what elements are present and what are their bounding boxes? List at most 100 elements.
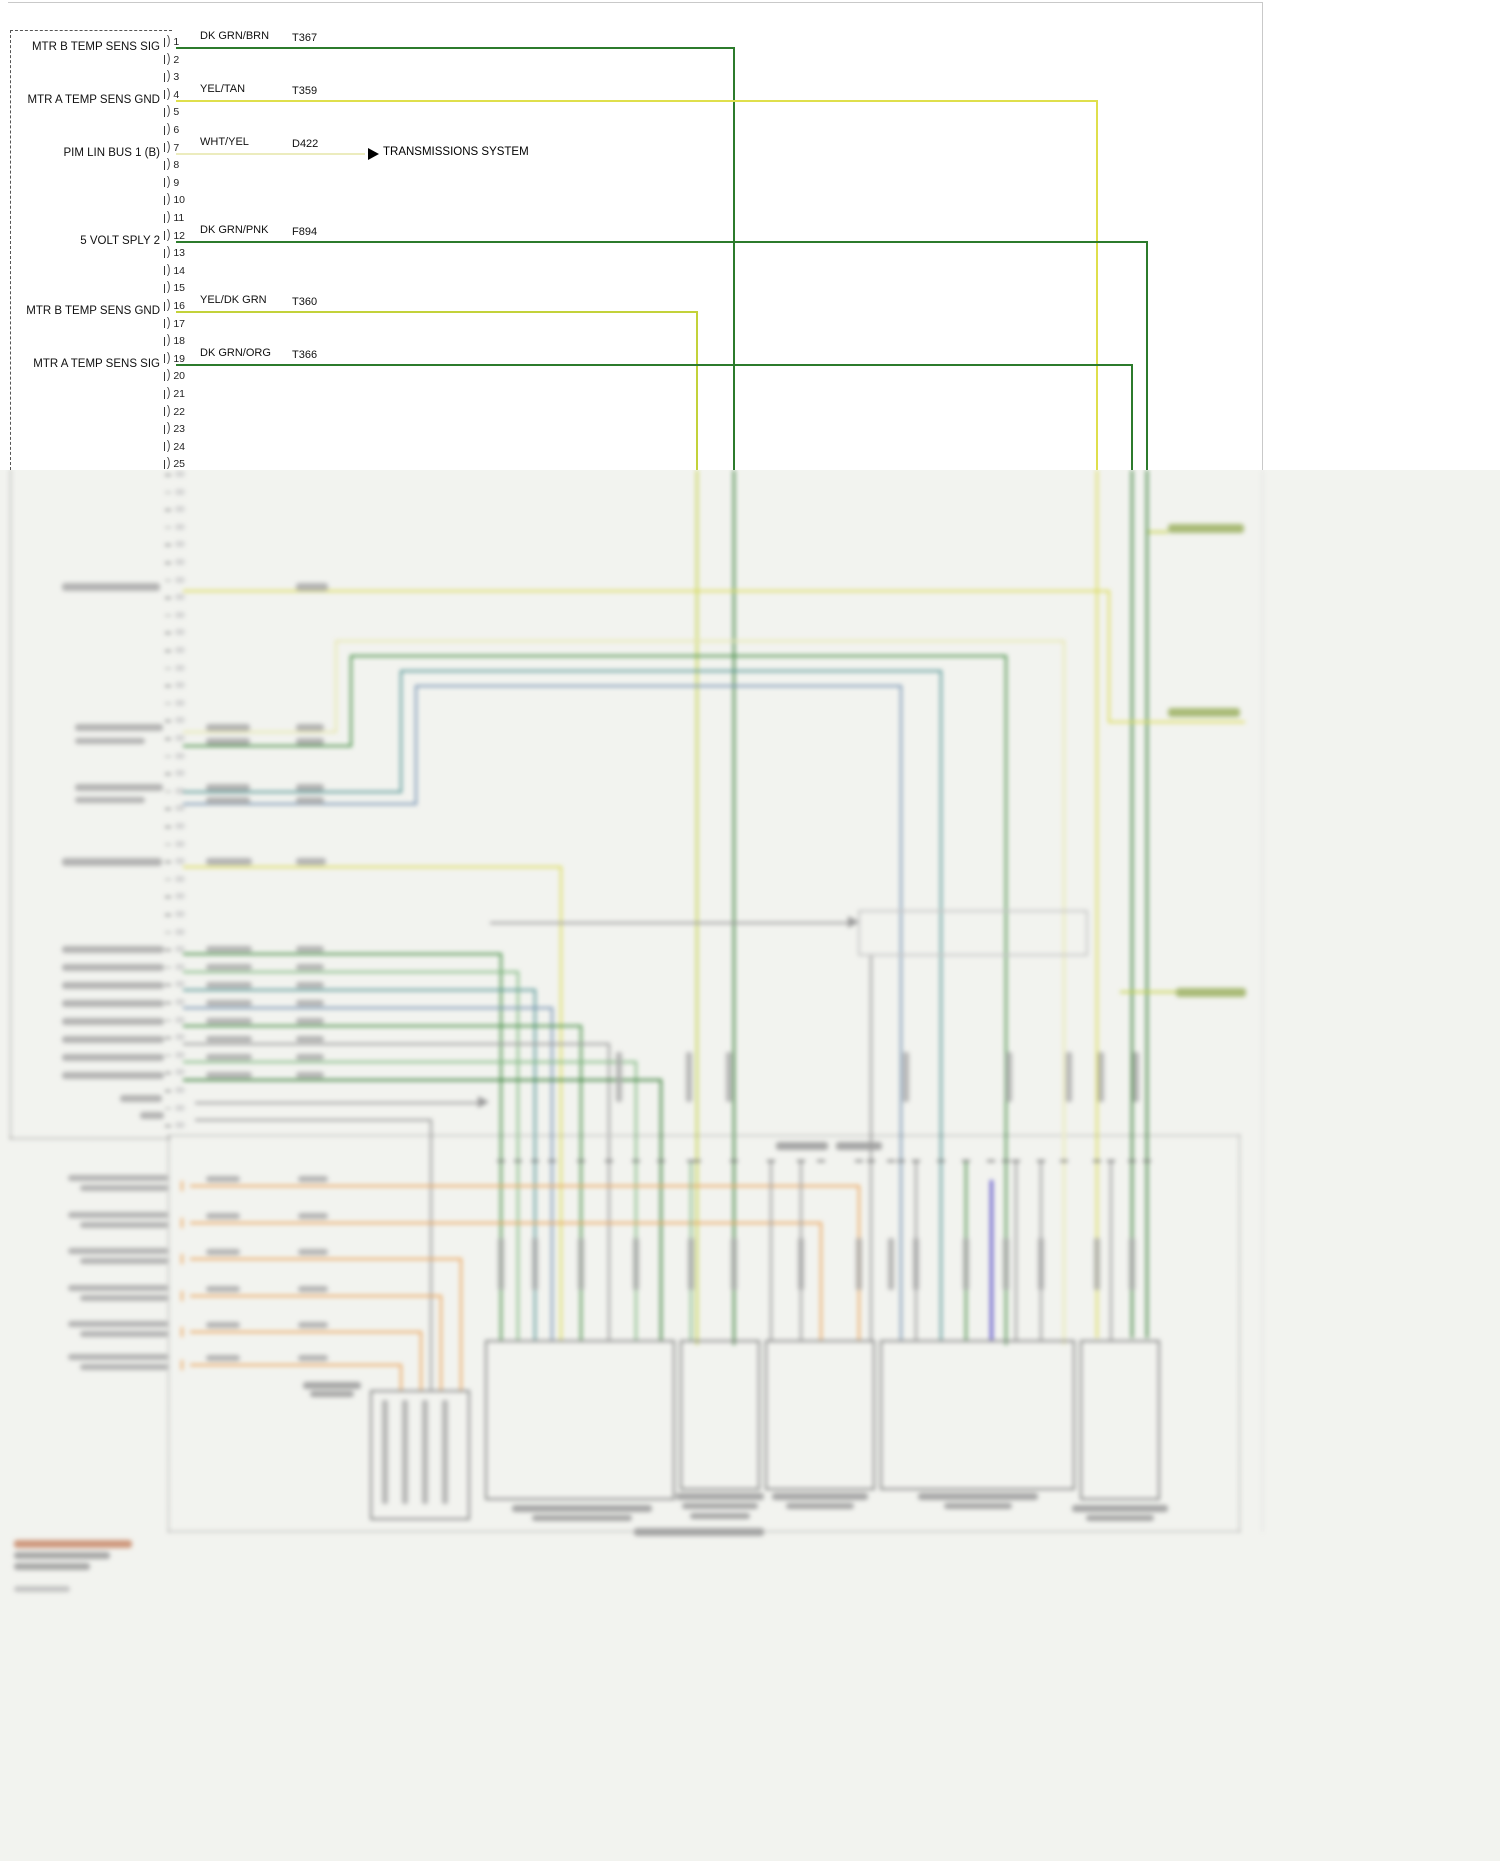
diagram-right-border: [1262, 2, 1263, 470]
arrow-icon: [848, 916, 859, 928]
blurred-diagram-content: [0, 470, 1500, 1861]
blurred-text: [206, 1249, 240, 1255]
blurred-vertical-text: [963, 1238, 969, 1290]
blurred-text: [206, 1176, 240, 1182]
blurred-text: [75, 784, 163, 791]
wire-segment: [190, 1185, 858, 1187]
wire-segment: [937, 1160, 945, 1162]
wire-segment: [183, 1079, 660, 1081]
wire-segment: [1120, 991, 1176, 993]
wire-segment: [767, 1160, 775, 1162]
blurred-text: [296, 1072, 324, 1078]
pin-function-label: MTR A TEMP SENS SIG: [33, 358, 160, 370]
connector-pin: ) 8: [164, 157, 180, 172]
pin-number: 2: [173, 53, 180, 66]
pin-tick-icon: [164, 90, 165, 100]
pin-socket-icon: ): [167, 69, 171, 84]
blurred-text: [206, 858, 252, 865]
pin-socket-icon: ): [167, 316, 171, 330]
wire-segment: [165, 843, 171, 846]
wire-segment: [1015, 1162, 1017, 1340]
pin-number: 14: [173, 264, 186, 277]
pin-socket-icon: ): [167, 34, 171, 49]
blurred-text: [175, 594, 185, 601]
connector-pin: ) 7: [164, 140, 180, 154]
pin-number: 15: [173, 282, 186, 295]
pin-tick-icon: [164, 195, 165, 205]
wire-segment: [657, 1160, 665, 1162]
blurred-vertical-text: [1129, 1238, 1135, 1290]
blurred-text: [80, 1364, 168, 1370]
component-box: [880, 1340, 1075, 1490]
blurred-text: [14, 1540, 132, 1548]
wire-line: [176, 364, 1131, 366]
wire-segment: [855, 1160, 863, 1162]
wire-line: [176, 153, 365, 155]
wire-segment: [165, 738, 171, 740]
wire-line: [1131, 364, 1133, 470]
wire-segment: [165, 1072, 171, 1074]
wire-segment: [195, 1119, 432, 1121]
blurred-text: [140, 1112, 164, 1119]
blurred-text: [14, 1586, 70, 1592]
pin-number: 5: [173, 106, 180, 119]
blurred-text: [296, 1018, 324, 1024]
wire-segment: [165, 826, 171, 828]
connector-pin: ) 18: [164, 334, 185, 347]
blurred-text: [206, 784, 250, 791]
pin-socket-icon: ): [167, 456, 171, 471]
blurred-text: [206, 724, 250, 731]
blurred-text: [175, 963, 185, 970]
pin-socket-icon: ): [167, 298, 171, 313]
connector-pin: ) 2: [164, 53, 180, 66]
wire-segment: [500, 953, 502, 1340]
pin-tick-icon: [164, 143, 165, 153]
blurred-text: [303, 1382, 361, 1389]
wire-segment: [183, 866, 562, 868]
pin-number: 7: [173, 141, 180, 154]
wire-segment: [400, 670, 402, 793]
wire-segment: [912, 1160, 920, 1162]
blurred-vertical-text: [532, 1238, 538, 1290]
wire-segment: [183, 953, 500, 955]
wire-segment: [165, 861, 171, 863]
pin-socket-icon: ): [167, 368, 171, 383]
connector-pin: ) 12: [164, 229, 185, 242]
wire-segment: [165, 1019, 171, 1022]
wire-segment: [165, 1054, 171, 1057]
blurred-text: [175, 875, 185, 882]
wire-segment: [400, 1364, 402, 1390]
blurred-text: [298, 1322, 328, 1328]
pin-number: 8: [173, 159, 180, 172]
wire-segment: [165, 614, 171, 617]
wire-segment: [1037, 1160, 1045, 1162]
blurred-text: [175, 629, 185, 636]
blurred-text: [80, 1185, 168, 1191]
wire-segment: [183, 1061, 635, 1063]
blurred-text: [175, 559, 185, 565]
blurred-text: [62, 982, 164, 989]
wire-segment: [1110, 1162, 1112, 1340]
blurred-vertical-text: [1098, 1052, 1104, 1102]
blurred-text: [634, 1528, 764, 1536]
blurred-text: [296, 964, 324, 970]
blurred-text: [75, 724, 163, 731]
dashed-border: [10, 470, 11, 1138]
connector-pin: ) 16: [164, 298, 185, 313]
connector-pin: ) 11: [164, 211, 184, 224]
blurred-text: [68, 1321, 168, 1327]
connector-pin: ) 6: [164, 123, 179, 136]
blurred-vertical-text: [1038, 1238, 1044, 1290]
blurred-text: [62, 946, 164, 953]
pin-socket-icon: ): [167, 157, 171, 172]
wire-segment: [165, 562, 171, 564]
component-box: [680, 1340, 760, 1490]
pin-tick-icon: [164, 442, 165, 452]
wire-segment: [415, 685, 902, 687]
blurred-text: [206, 1054, 252, 1060]
blurred-text: [175, 893, 185, 900]
blurred-vertical-text: [616, 1052, 622, 1102]
wire-segment: [990, 1180, 993, 1340]
blurred-text: [296, 946, 324, 952]
pin-socket-icon: ): [167, 140, 171, 154]
